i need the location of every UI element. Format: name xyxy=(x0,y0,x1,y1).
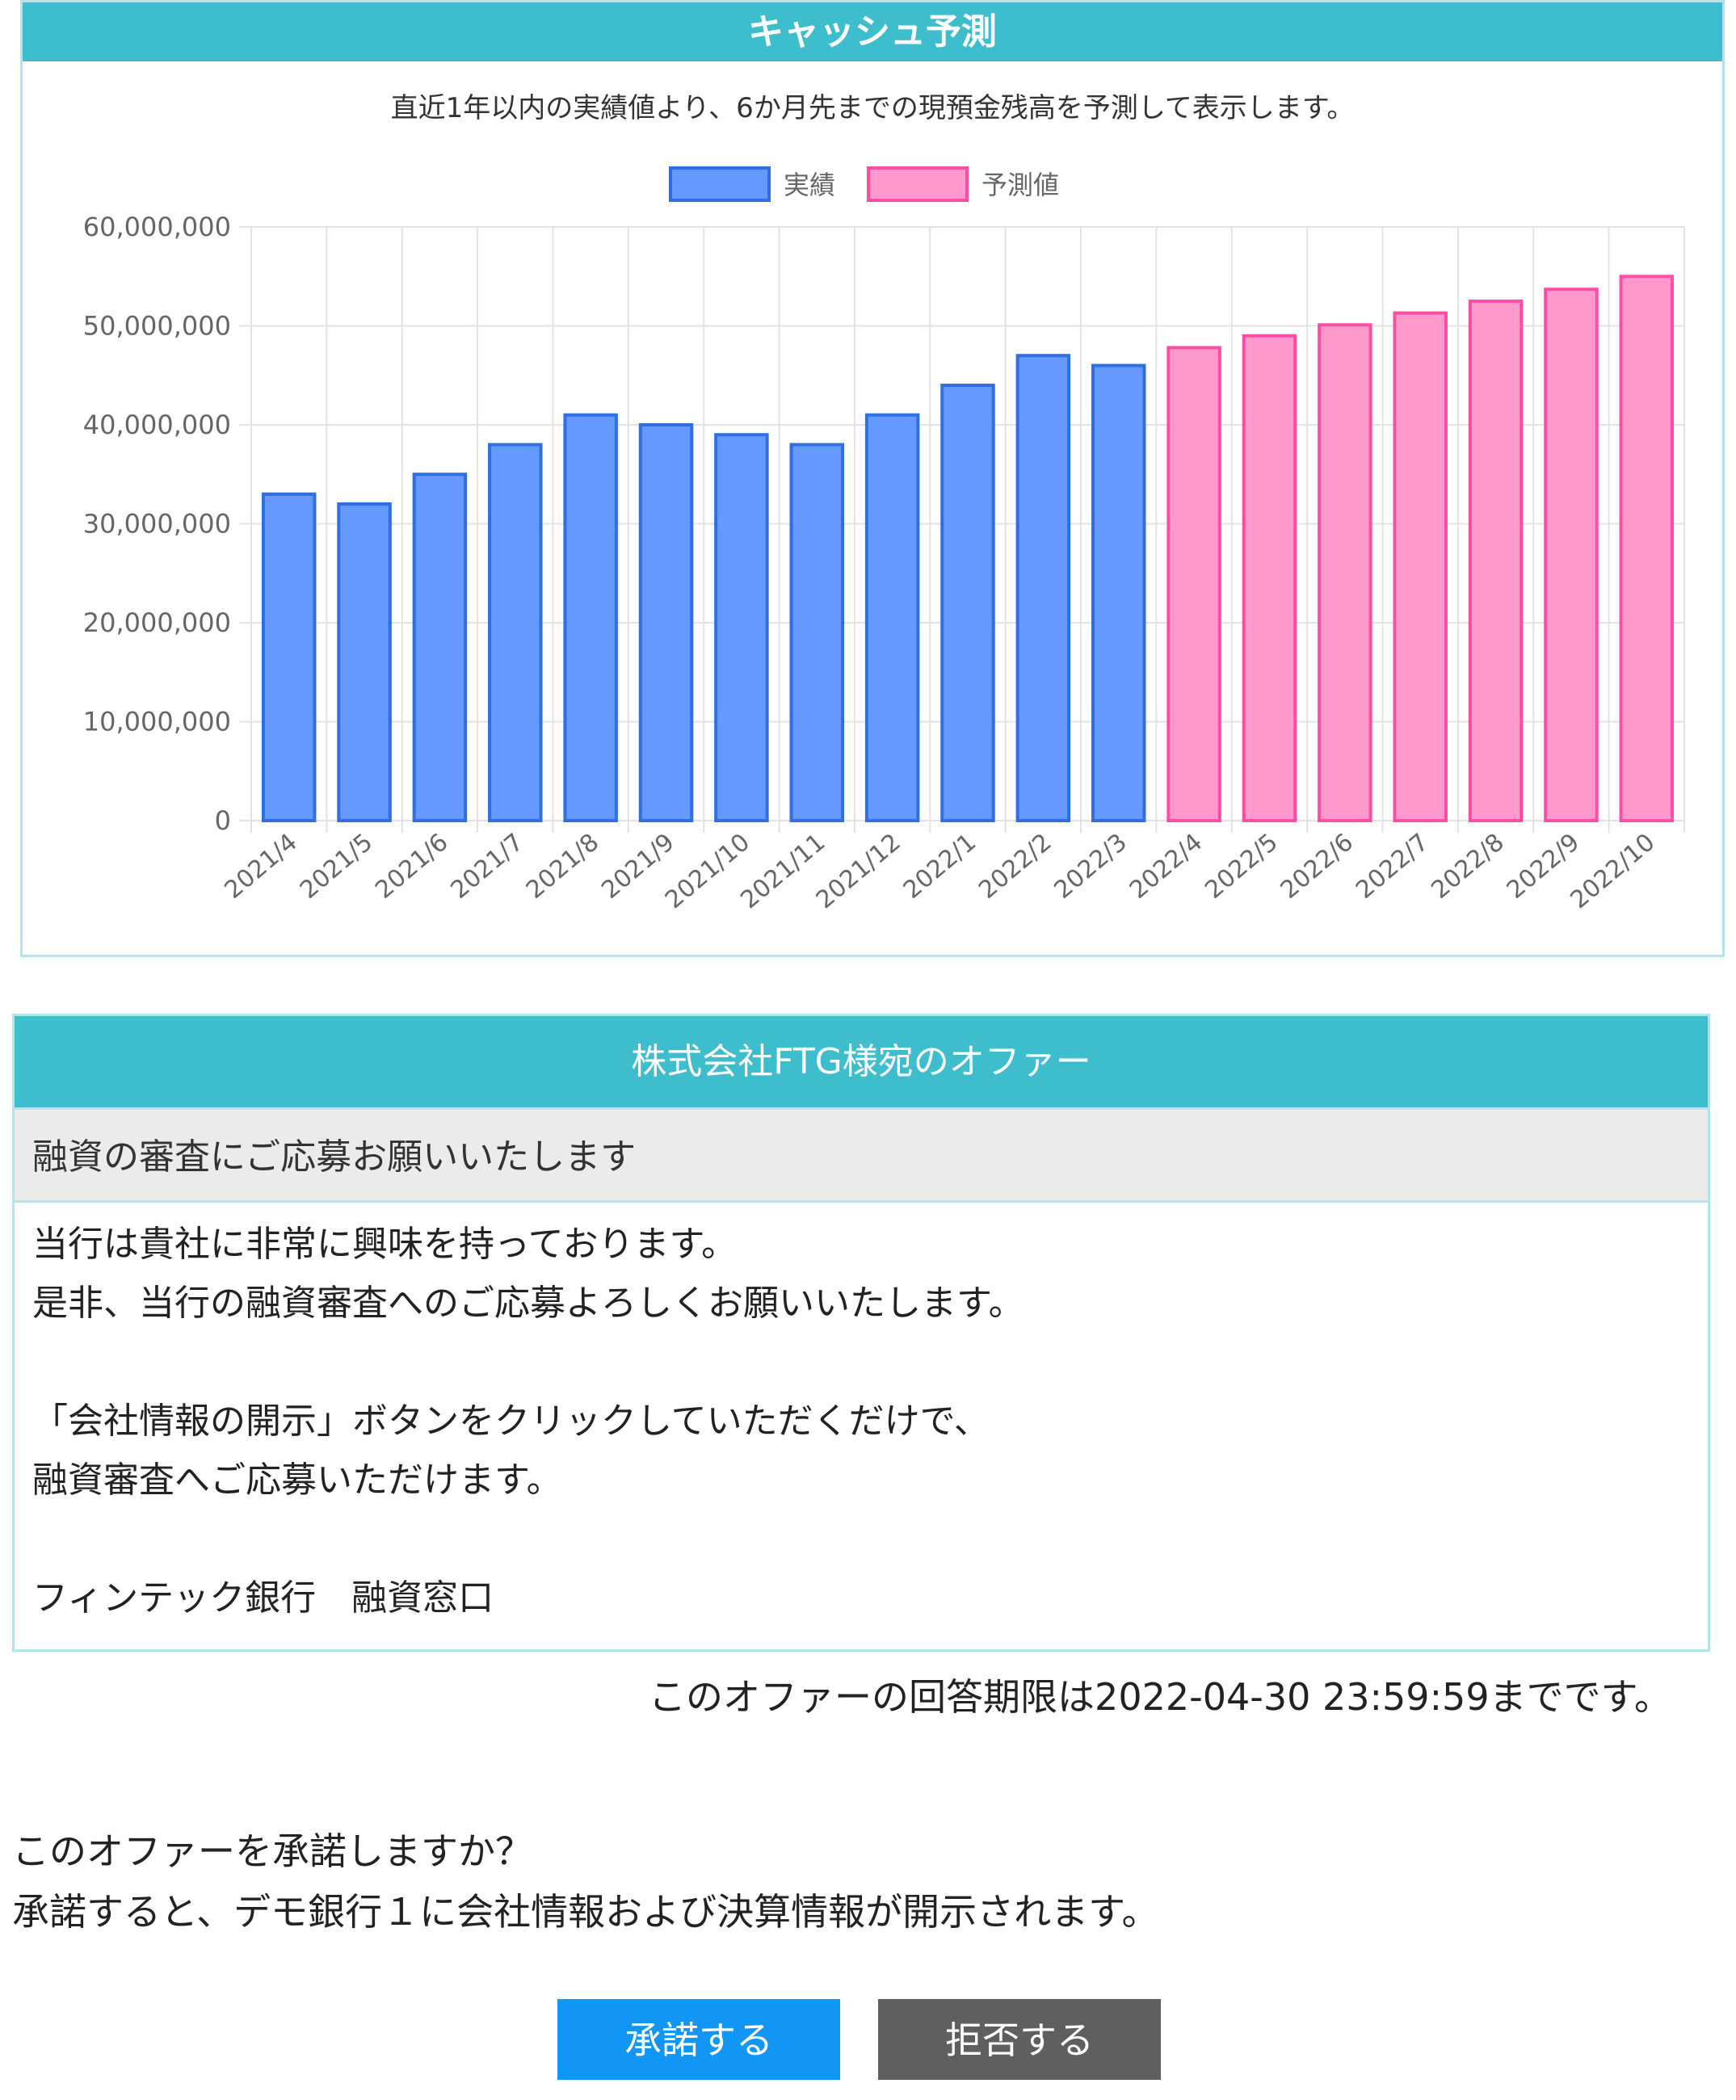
bar-2021-10 xyxy=(714,433,769,822)
x-tick-label: 2021/5 xyxy=(295,828,378,905)
x-tick-label: 2022/4 xyxy=(1124,828,1208,905)
y-tick-label: 20,000,000 xyxy=(83,607,231,638)
y-tick-label: 0 xyxy=(215,805,231,836)
offer-header: 株式会社FTG様宛のオファー xyxy=(15,1016,1708,1107)
y-tick-label: 10,000,000 xyxy=(83,707,231,737)
bar-2022-1 xyxy=(940,384,995,822)
legend-label: 実績 xyxy=(784,170,835,200)
bar-2022-10 xyxy=(1619,275,1675,822)
legend-swatch xyxy=(669,166,771,202)
bar-2022-2 xyxy=(1015,354,1071,822)
bar-2021-6 xyxy=(412,472,468,822)
legend-swatch xyxy=(867,166,969,202)
accept-button[interactable]: 承諾する xyxy=(557,1999,840,2080)
y-tick-label: 50,000,000 xyxy=(83,311,231,342)
x-tick-label: 2022/1 xyxy=(898,828,981,905)
bar-2021-11 xyxy=(789,443,845,822)
x-tick-label: 2022/7 xyxy=(1351,828,1434,905)
x-tick-label: 2021/4 xyxy=(219,828,302,905)
x-tick-label: 2022/3 xyxy=(1049,828,1133,905)
bar-2022-9 xyxy=(1544,288,1599,822)
bar-2021-5 xyxy=(337,502,392,822)
x-tick-label: 2021/12 xyxy=(811,828,906,914)
cash-forecast-title: キャッシュ予測 xyxy=(23,2,1722,61)
bar-2022-5 xyxy=(1242,334,1297,822)
bar-2022-7 xyxy=(1393,311,1448,822)
bar-2021-9 xyxy=(638,423,694,822)
accept-question-line2: 承諾すると、デモ銀行１に会社情報および決算情報が開示されます。 xyxy=(12,1890,1159,1934)
offer-deadline: このオファーの回答期限は2022-04-30 23:59:59までです。 xyxy=(649,1675,1671,1719)
cash-forecast-chart: 0 10,000,000 20,000,000 30,000,000 40,000,00… xyxy=(83,166,1685,914)
x-tick-label: 2022/2 xyxy=(973,828,1057,905)
bar-2021-12 xyxy=(864,413,920,822)
y-tick-label: 60,000,000 xyxy=(83,212,231,242)
x-tick-label: 2022/10 xyxy=(1565,828,1660,914)
legend-label: 予測値 xyxy=(981,170,1059,200)
x-tick-label: 2021/10 xyxy=(660,828,755,914)
x-tick-label: 2022/5 xyxy=(1200,828,1283,905)
bar-2022-3 xyxy=(1091,363,1146,822)
bar-2022-6 xyxy=(1318,323,1372,822)
bar-2022-4 xyxy=(1166,346,1221,822)
cash-forecast-description: 直近1年以内の実績値より、6か月先までの現預金残高を予測して表示します。 xyxy=(390,92,1355,124)
bar-2022-8 xyxy=(1468,299,1524,822)
offer-panel: 株式会社FTG様宛のオファー 融資の審査にご応募お願いいたします 当行は貴社に非… xyxy=(12,1014,1710,1652)
bar-2021-8 xyxy=(563,413,618,822)
x-tick-label: 2022/6 xyxy=(1276,828,1359,905)
offer-body: 当行は貴社に非常に興味を持っております。 是非、当行の融資審査へのご応募よろしく… xyxy=(32,1224,1024,1619)
x-tick-label: 2022/8 xyxy=(1426,828,1509,905)
accept-question: このオファーを承諾しますか？ 承諾すると、デモ銀行１に会社情報および決算情報が開… xyxy=(12,1821,1159,1942)
offer-subject: 融資の審査にご応募お願いいたします xyxy=(15,1107,1708,1203)
bar-2021-7 xyxy=(488,443,543,822)
y-tick-label: 40,000,000 xyxy=(83,410,231,440)
x-tick-label: 2021/11 xyxy=(735,828,830,914)
y-tick-label: 30,000,000 xyxy=(83,509,231,540)
cash-forecast-panel: 0 10,000,000 20,000,000 30,000,000 40,000,00… xyxy=(20,0,1725,957)
bar-2021-4 xyxy=(261,492,317,822)
reject-button[interactable]: 拒否する xyxy=(878,1999,1161,2080)
x-tick-label: 2021/6 xyxy=(370,828,453,905)
accept-question-line1: このオファーを承諾しますか？ xyxy=(12,1829,532,1873)
x-tick-label: 2021/8 xyxy=(521,828,604,905)
x-tick-label: 2021/7 xyxy=(446,828,529,905)
